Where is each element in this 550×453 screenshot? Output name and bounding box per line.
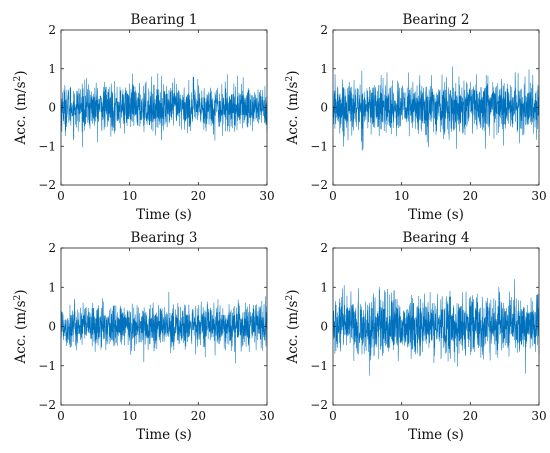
signal-trace	[332, 66, 540, 151]
y-tick-label: 2	[48, 241, 56, 255]
panel-4: Bearing 4 0 10 20 30 −2 −1 0 1 2 Time (s) Acc. (m/s…	[285, 230, 547, 443]
x-tick-label: 30	[259, 189, 274, 203]
panel-1: Bearing 1 0 10 20 30 −2 −1 0 1 2 Time (s) Acc. (m/s…	[13, 12, 275, 223]
signal-trace	[332, 279, 540, 376]
panel-title: Bearing 1	[131, 12, 198, 28]
panel-title: Bearing 2	[403, 12, 470, 28]
x-tick-label: 20	[463, 409, 478, 423]
y-tick-label: −2	[38, 398, 56, 412]
y-tick-label: −1	[310, 139, 328, 153]
x-tick-label: 30	[259, 409, 274, 423]
y-axis-label-superscript: 2	[13, 295, 23, 301]
y-tick-label: 0	[320, 101, 328, 115]
y-axis-label-main: Acc. (m/s	[13, 81, 29, 145]
x-tick-label: 0	[329, 189, 337, 203]
x-tick-label: 0	[329, 409, 337, 423]
x-tick-label: 20	[463, 189, 478, 203]
y-tick-label: 2	[48, 23, 56, 37]
y-tick-label: 0	[48, 101, 56, 115]
y-axis-label-close: )	[285, 289, 301, 294]
x-tick-label: 10	[122, 409, 137, 423]
y-axis-label-superscript: 2	[13, 76, 23, 82]
y-tick-label: −2	[310, 398, 328, 412]
x-tick-label: 0	[57, 409, 65, 423]
y-axis-label-main: Acc. (m/s	[285, 81, 301, 145]
y-axis-label: Acc. (m/s2)	[13, 289, 29, 364]
y-tick-label: 2	[320, 241, 328, 255]
x-tick-label: 10	[394, 409, 409, 423]
y-axis-label-close: )	[13, 289, 29, 294]
x-axis-label: Time (s)	[408, 427, 464, 443]
signal-trace	[60, 291, 268, 364]
y-tick-label: 1	[320, 62, 328, 76]
y-axis-label: Acc. (m/s2)	[285, 289, 301, 364]
y-axis-label-close: )	[285, 70, 301, 75]
x-tick-label: 30	[531, 189, 546, 203]
y-axis-label-superscript: 2	[285, 76, 295, 82]
y-tick-label: 0	[48, 320, 56, 334]
y-tick-label: 2	[320, 23, 328, 37]
signal-trace	[60, 73, 268, 148]
x-axis-label: Time (s)	[408, 207, 464, 223]
y-tick-label: −2	[38, 178, 56, 192]
panel-title: Bearing 4	[403, 230, 470, 246]
x-axis-label: Time (s)	[136, 427, 192, 443]
y-tick-label: 1	[48, 62, 56, 76]
x-tick-label: 20	[191, 189, 206, 203]
panel-title: Bearing 3	[131, 230, 198, 246]
panel-2: Bearing 2 0 10 20 30 −2 −1 0 1 2 Time (s) Acc. (m/s…	[285, 12, 547, 223]
y-axis-label-main: Acc. (m/s	[13, 300, 29, 364]
y-tick-label: −2	[310, 178, 328, 192]
x-tick-label: 10	[394, 189, 409, 203]
y-tick-label: −1	[310, 359, 328, 373]
y-tick-label: 0	[320, 320, 328, 334]
y-axis-label: Acc. (m/s2)	[13, 70, 29, 145]
y-axis-label: Acc. (m/s2)	[285, 70, 301, 145]
panel-3: Bearing 3 0 10 20 30 −2 −1 0 1 2 Time (s) Acc. (m/s…	[13, 230, 275, 443]
x-tick-label: 10	[122, 189, 137, 203]
y-tick-label: −1	[38, 139, 56, 153]
y-axis-label-close: )	[13, 70, 29, 75]
x-tick-label: 30	[531, 409, 546, 423]
x-axis-label: Time (s)	[136, 207, 192, 223]
y-tick-label: 1	[320, 280, 328, 294]
y-axis-label-main: Acc. (m/s	[285, 300, 301, 364]
y-tick-label: −1	[38, 359, 56, 373]
x-tick-label: 20	[191, 409, 206, 423]
y-tick-label: 1	[48, 280, 56, 294]
x-tick-label: 0	[57, 189, 65, 203]
y-axis-label-superscript: 2	[285, 295, 295, 301]
